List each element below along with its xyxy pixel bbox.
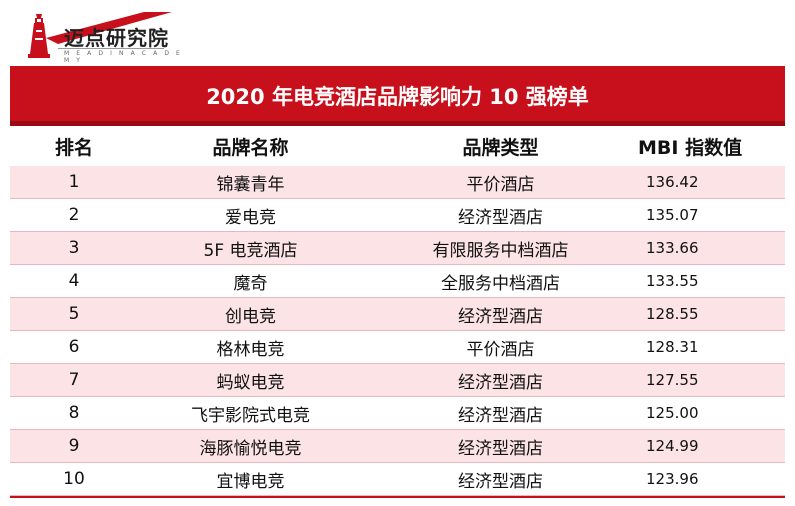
rank-cell: 4 [68, 271, 80, 291]
table-title: 2020 年电竞酒店品牌影响力 10 强榜单 [10, 66, 785, 126]
table-row: 4 魔奇 全服务中档酒店 133.55 [10, 265, 785, 298]
table-row: 6 格林电竞 平价酒店 128.31 [10, 331, 785, 364]
rank-cell: 10 [63, 469, 85, 489]
logo-subtitle: M E A D I N A C A D E M Y [64, 50, 183, 64]
mbi-cell: 127.55 [646, 371, 699, 389]
rank-cell: 2 [68, 205, 80, 225]
brand-cell: 锦囊青年 [216, 174, 285, 195]
table-row: 8 飞宇影院式电竞 经济型酒店 125.00 [10, 397, 785, 430]
table-row: 2 爱电竞 经济型酒店 135.07 [10, 199, 785, 232]
table-row: 3 5F 电竞酒店 有限服务中档酒店 133.66 [10, 232, 785, 265]
brand-cell: 海豚愉悦电竞 [199, 438, 302, 459]
header-mbi: MBI 指数值 [638, 136, 743, 159]
brand-cell: 宜博电竞 [216, 471, 285, 492]
type-cell: 全服务中档酒店 [441, 273, 560, 294]
type-cell: 经济型酒店 [458, 207, 543, 228]
mbi-cell: 125.00 [646, 404, 699, 422]
type-cell: 平价酒店 [466, 339, 535, 360]
table-row: 7 蚂蚁电竞 经济型酒店 127.55 [10, 364, 785, 397]
rank-cell: 3 [68, 238, 80, 258]
type-cell: 平价酒店 [466, 174, 535, 195]
brand-cell: 蚂蚁电竞 [216, 372, 285, 393]
logo: 迈点研究院 M E A D I N A C A D E M Y [24, 8, 194, 64]
table-header-row: 排名 品牌名称 品牌类型 MBI 指数值 [10, 126, 785, 166]
rank-cell: 5 [68, 304, 80, 324]
type-cell: 经济型酒店 [458, 471, 543, 492]
table-row: 9 海豚愉悦电竞 经济型酒店 124.99 [10, 430, 785, 463]
brand-cell: 5F 电竞酒店 [203, 240, 298, 261]
header-brand: 品牌名称 [212, 136, 289, 159]
rank-cell: 7 [68, 370, 80, 390]
rank-cell: 6 [68, 337, 80, 357]
rank-cell: 1 [68, 172, 80, 192]
type-cell: 经济型酒店 [458, 306, 543, 327]
mbi-cell: 133.66 [646, 239, 699, 257]
rank-cell: 9 [68, 436, 80, 456]
type-cell: 经济型酒店 [458, 405, 543, 426]
table-row: 1 锦囊青年 平价酒店 136.42 [10, 166, 785, 199]
type-cell: 有限服务中档酒店 [432, 240, 569, 261]
mbi-cell: 128.55 [646, 305, 699, 323]
brand-cell: 爱电竞 [225, 207, 276, 228]
brand-cell: 格林电竞 [216, 339, 285, 360]
mbi-cell: 133.55 [646, 272, 699, 290]
mbi-cell: 128.31 [646, 338, 699, 356]
mbi-cell: 124.99 [646, 437, 699, 455]
brand-cell: 飞宇影院式电竞 [191, 405, 310, 426]
header-rank: 排名 [54, 136, 93, 159]
brand-cell: 创电竞 [225, 306, 276, 327]
table-row: 5 创电竞 经济型酒店 128.55 [10, 298, 785, 331]
brand-cell: 魔奇 [233, 273, 268, 294]
rank-cell: 8 [68, 403, 80, 423]
type-cell: 经济型酒店 [458, 372, 543, 393]
table-row: 10 宜博电竞 经济型酒店 123.96 [10, 463, 785, 496]
header-type: 品牌类型 [462, 136, 539, 159]
ranking-table: 2020 年电竞酒店品牌影响力 10 强榜单 排名 品牌名称 品牌类型 MBI … [10, 66, 785, 498]
logo-name: 迈点研究院 [64, 26, 169, 50]
mbi-cell: 123.96 [646, 470, 699, 488]
mbi-cell: 136.42 [646, 173, 699, 191]
table-bottom-rule [10, 496, 785, 498]
mbi-cell: 135.07 [646, 206, 699, 224]
lighthouse-icon [28, 12, 172, 58]
type-cell: 经济型酒店 [458, 438, 543, 459]
